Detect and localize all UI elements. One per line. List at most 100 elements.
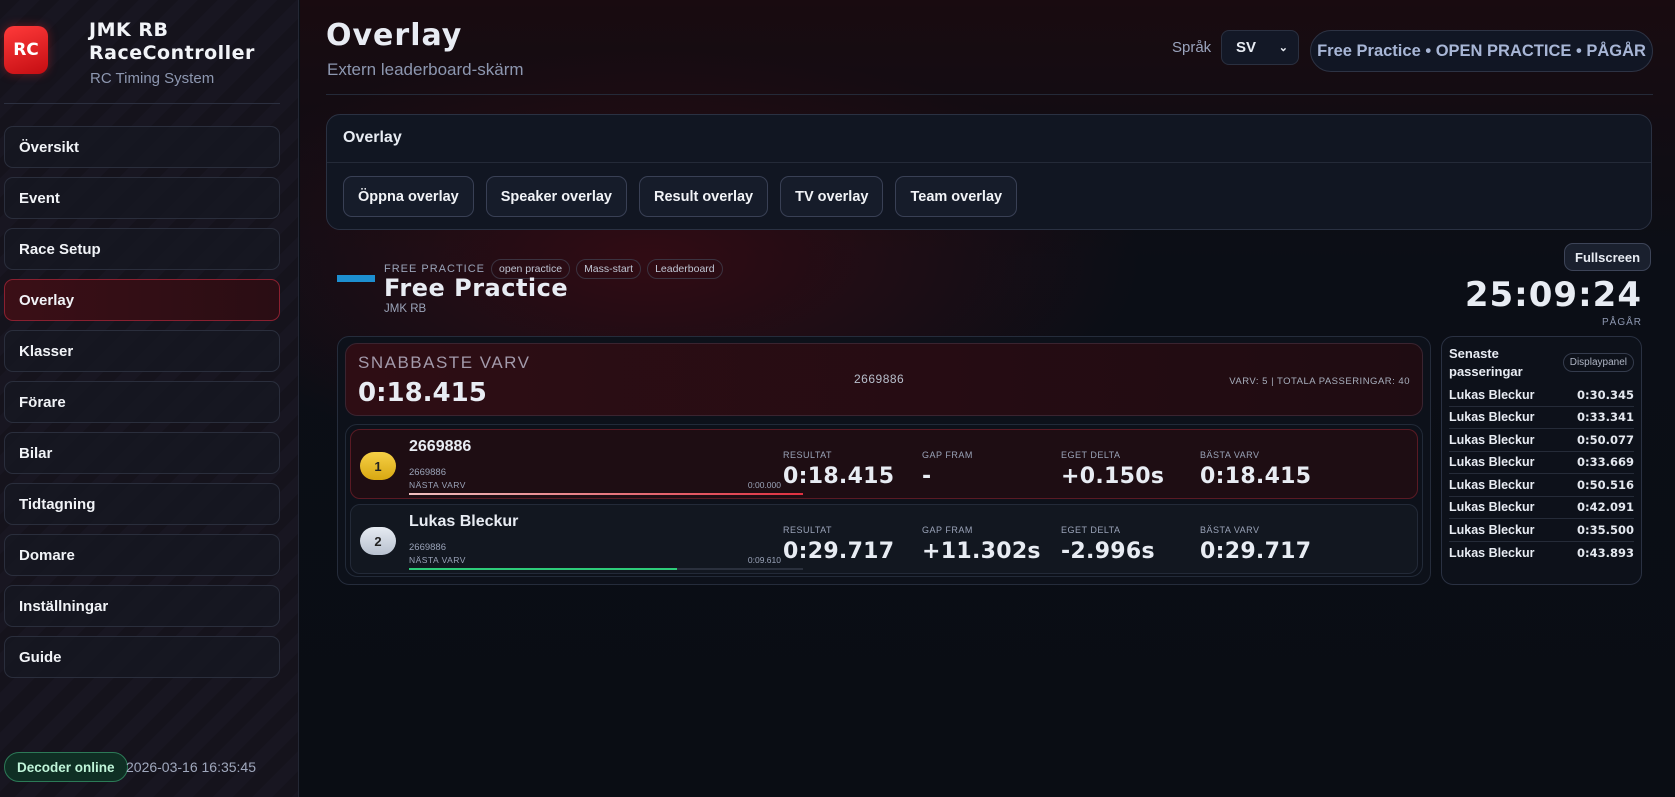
stat-value: 0:29.717 bbox=[783, 539, 895, 564]
sidebar-item-bilar[interactable]: Bilar bbox=[4, 432, 280, 474]
recent-passings-panel: Senaste passeringar Displaypanel Lukas Bl… bbox=[1441, 336, 1642, 585]
app-title: JMK RB RaceController bbox=[89, 19, 255, 65]
app-subtitle: RC Timing System bbox=[90, 70, 215, 87]
divider bbox=[4, 103, 280, 104]
stat-gap: GAP FRAM +11.302s bbox=[922, 525, 1041, 564]
sidebar-item-översikt[interactable]: Översikt bbox=[4, 126, 280, 168]
race-clock-status: PÅGÅR bbox=[1601, 317, 1642, 328]
lap-summary: VARV: 5 | TOTALA PASSERINGAR: 40 bbox=[1229, 376, 1410, 387]
next-lap-progress bbox=[409, 493, 803, 495]
passing-time: 0:30.345 bbox=[1577, 387, 1634, 402]
page-subtitle: Extern leaderboard-skärm bbox=[327, 60, 524, 79]
decoder-status-badge: Decoder online bbox=[4, 752, 128, 782]
position-badge: 1 bbox=[360, 452, 396, 480]
stat-value: 0:18.415 bbox=[1200, 464, 1312, 489]
stat-gap: GAP FRAM - bbox=[922, 450, 973, 489]
displaypanel-button[interactable]: Displaypanel bbox=[1562, 353, 1634, 372]
stat-result: RESULTAT 0:29.717 bbox=[783, 525, 894, 564]
race-flag-image bbox=[337, 275, 375, 282]
race-clock: 25:09:24 bbox=[1464, 275, 1642, 315]
stat-delta: EGET DELTA -2.996s bbox=[1061, 525, 1155, 564]
race-tag-chip: Leaderboard bbox=[647, 259, 723, 279]
stat-value: 0:29.717 bbox=[1200, 539, 1312, 564]
passings-title-line2: passeringar bbox=[1449, 364, 1523, 379]
overlay-card: Overlay Öppna overlay Speaker overlay Resu… bbox=[326, 114, 1652, 230]
leaderboard-row: 2 Lukas Bleckur 2669886 NÄSTA VARV 0:09.610 R… bbox=[350, 504, 1418, 574]
fastest-lap-label: SNABBASTE VARV bbox=[358, 353, 531, 372]
passing-driver: Lukas Bleckur bbox=[1449, 545, 1535, 560]
brand-line1: JMK RB bbox=[89, 19, 169, 41]
clock-timestamp: 2026-03-16 16:35:45 bbox=[126, 759, 256, 775]
driver-name: Lukas Bleckur bbox=[409, 513, 519, 530]
next-lap-progress-fill bbox=[409, 568, 677, 570]
app-logo: RC bbox=[4, 26, 48, 74]
race-status-pill: Free Practice • OPEN PRACTICE • PÅGÅR bbox=[1310, 30, 1653, 72]
sidebar-item-klasser[interactable]: Klasser bbox=[4, 330, 280, 372]
passing-driver: Lukas Bleckur bbox=[1449, 455, 1535, 470]
overlay-button-2[interactable]: Result overlay bbox=[638, 176, 769, 217]
passing-driver: Lukas Bleckur bbox=[1449, 387, 1535, 402]
passing-item: Lukas Bleckur 0:33.341 bbox=[1449, 407, 1634, 429]
sidebar-item-domare[interactable]: Domare bbox=[4, 534, 280, 576]
sidebar-item-overlay[interactable]: Overlay bbox=[4, 279, 280, 321]
race-meta: FREE PRACTICE open practice Mass-start Lead… bbox=[384, 259, 723, 279]
sidebar-item-event[interactable]: Event bbox=[4, 177, 280, 219]
overlay-button-1[interactable]: Speaker overlay bbox=[485, 176, 627, 217]
race-tag-chip: open practice bbox=[491, 259, 571, 279]
stat-label: EGET DELTA bbox=[1061, 525, 1121, 535]
next-lap-time: 0:09.610 bbox=[747, 555, 781, 565]
passing-time: 0:33.341 bbox=[1577, 410, 1634, 425]
language-value: SV bbox=[1236, 39, 1257, 56]
stat-delta: EGET DELTA +0.150s bbox=[1061, 450, 1164, 489]
stat-label: RESULTAT bbox=[783, 450, 833, 460]
transponder-id: 2669886 bbox=[409, 542, 446, 553]
stat-result: RESULTAT 0:18.415 bbox=[783, 450, 894, 489]
overlay-button-4[interactable]: Team overlay bbox=[895, 176, 1018, 217]
passing-time: 0:50.077 bbox=[1577, 432, 1634, 447]
position-badge: 2 bbox=[360, 527, 396, 555]
passings-title-line1: Senaste bbox=[1449, 346, 1499, 361]
stat-value: 0:18.415 bbox=[783, 464, 895, 489]
page-title: Overlay bbox=[326, 18, 463, 53]
stat-label: RESULTAT bbox=[783, 525, 833, 535]
fullscreen-button[interactable]: Fullscreen bbox=[1564, 243, 1652, 271]
overlay-button-3[interactable]: TV overlay bbox=[780, 176, 884, 217]
language-select[interactable]: SV ⌄ bbox=[1221, 30, 1299, 65]
divider bbox=[326, 94, 1653, 95]
sidebar-item-guide[interactable]: Guide bbox=[4, 636, 280, 678]
sidebar-item-inställningar[interactable]: Inställningar bbox=[4, 585, 280, 627]
language-label: Språk bbox=[1172, 39, 1212, 56]
next-lap-label: NÄSTA VARV bbox=[409, 480, 466, 490]
passing-driver: Lukas Bleckur bbox=[1449, 410, 1535, 425]
brand-line2: RaceController bbox=[89, 42, 255, 64]
passing-item: Lukas Bleckur 0:30.345 bbox=[1449, 384, 1634, 407]
passing-item: Lukas Bleckur 0:50.077 bbox=[1449, 429, 1634, 452]
sidebar-item-tidtagning[interactable]: Tidtagning bbox=[4, 483, 280, 525]
passing-time: 0:35.500 bbox=[1577, 522, 1634, 537]
sidebar-item-race-setup[interactable]: Race Setup bbox=[4, 228, 280, 270]
transponder-id: 2669886 bbox=[409, 467, 446, 478]
stat-value: +11.302s bbox=[922, 539, 1041, 564]
passing-time: 0:50.516 bbox=[1577, 477, 1634, 492]
next-lap-label: NÄSTA VARV bbox=[409, 555, 466, 565]
sidebar-item-förare[interactable]: Förare bbox=[4, 381, 280, 423]
leaderboard-row: 1 2669886 2669886 NÄSTA VARV 0:00.000 RESULTA… bbox=[350, 429, 1418, 499]
passing-item: Lukas Bleckur 0:35.500 bbox=[1449, 519, 1634, 542]
stat-value: -2.996s bbox=[1061, 539, 1155, 564]
chevron-down-icon: ⌄ bbox=[1278, 42, 1288, 54]
stat-label: BÄSTA VARV bbox=[1200, 525, 1260, 535]
leaderboard-rows: 1 2669886 2669886 NÄSTA VARV 0:00.000 RESULTA… bbox=[345, 424, 1423, 577]
passing-driver: Lukas Bleckur bbox=[1449, 432, 1535, 447]
passing-driver: Lukas Bleckur bbox=[1449, 522, 1535, 537]
next-lap-progress bbox=[409, 568, 803, 570]
sidebar: RC JMK RB RaceController RC Timing System… bbox=[0, 0, 299, 797]
overlay-button-0[interactable]: Öppna overlay bbox=[343, 176, 474, 217]
overlay-buttons: Öppna overlay Speaker overlay Result overl… bbox=[343, 176, 1018, 217]
fastest-lap-time: 0:18.415 bbox=[358, 378, 487, 408]
passings-list: Lukas Bleckur 0:30.345 Lukas Bleckur 0:33.3… bbox=[1449, 384, 1634, 564]
race-tag-chip: Mass-start bbox=[576, 259, 642, 279]
card-title: Overlay bbox=[343, 129, 402, 146]
divider bbox=[327, 162, 1651, 163]
sidebar-nav: Översikt Event Race Setup Overlay Klasser För… bbox=[4, 126, 280, 687]
passing-item: Lukas Bleckur 0:42.091 bbox=[1449, 497, 1634, 519]
